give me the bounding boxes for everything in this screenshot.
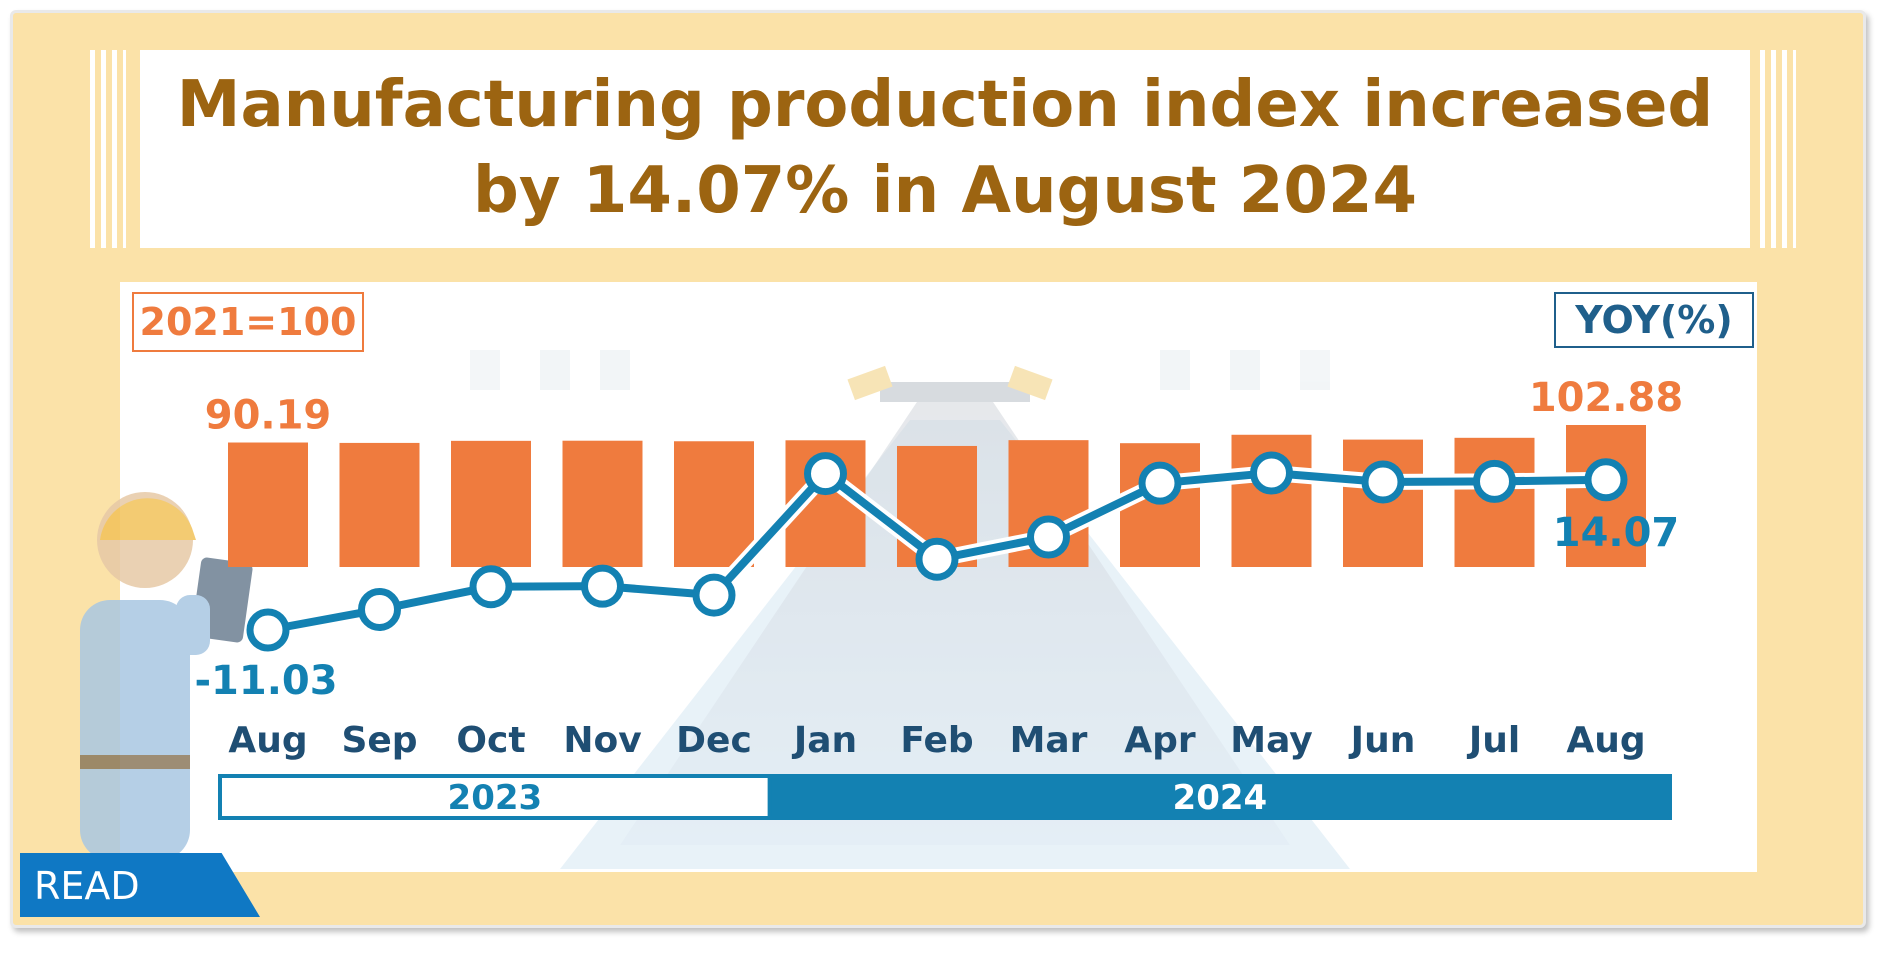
yoy-point-6: [915, 537, 959, 581]
bar-oct-2: [451, 440, 531, 567]
month-label-8: Apr: [1124, 720, 1196, 761]
month-label-7: Mar: [1010, 720, 1088, 761]
yoy-value-label-12: 14.07: [1553, 510, 1680, 556]
yoy-point-7: [1027, 515, 1070, 559]
yoy-point-11: [1473, 459, 1516, 503]
year-axis: 2023 2024: [218, 774, 1672, 820]
month-label-12: Aug: [1566, 720, 1645, 761]
yoy-point-10: [1361, 460, 1405, 504]
yoy-point-5: [804, 452, 847, 496]
month-label-11: Jul: [1466, 720, 1520, 761]
page-title: Manufacturing production index increased…: [140, 62, 1750, 234]
factory-background: [470, 350, 1350, 869]
month-label-4: Dec: [676, 720, 752, 761]
month-label-6: Feb: [900, 720, 973, 761]
yoy-value-label-0: -11.03: [194, 658, 337, 704]
yoy-point-0: [246, 608, 290, 652]
index-base-label: 2021=100: [132, 292, 364, 352]
bar-nov-3: [562, 440, 643, 567]
bar-aug-0: [228, 442, 308, 567]
year-label-2023: 2023: [448, 778, 543, 818]
read-label[interactable]: READ: [34, 864, 140, 908]
read-badge[interactable]: [20, 853, 260, 917]
yoy-point-1: [358, 587, 401, 631]
yoy-point-3: [581, 564, 624, 608]
bar-sep-1: [339, 442, 420, 567]
data-labels: 90.19 102.88 -11.03 14.07: [194, 375, 1683, 704]
worker-illustration: [80, 492, 253, 860]
yoy-point-2: [469, 565, 513, 609]
month-label-2: Oct: [456, 720, 525, 761]
title-box: [140, 50, 1750, 248]
title-line-1: Manufacturing production index increased: [176, 68, 1714, 142]
month-label-1: Sep: [341, 720, 417, 761]
title-decoration-right: [1760, 50, 1796, 248]
line-series: [246, 451, 1628, 652]
month-label-5: Jan: [791, 720, 857, 761]
title-decoration-left: [90, 50, 126, 248]
month-label-3: Nov: [563, 720, 641, 761]
bar-value-label-12: 102.88: [1529, 375, 1683, 421]
month-axis: Aug Sep Oct Nov Dec Jan Feb Mar Apr May Jun Jul Aug: [228, 720, 1645, 761]
bar-dec-4: [674, 441, 754, 567]
bar-value-label-0: 90.19: [205, 393, 332, 439]
yoy-unit-label: YOY(%): [1554, 292, 1754, 348]
yoy-point-8: [1138, 461, 1182, 505]
title-line-2: by 14.07% in August 2024: [473, 154, 1417, 228]
yoy-point-4: [692, 573, 736, 617]
month-label-9: May: [1230, 720, 1312, 761]
month-label-10: Jun: [1348, 720, 1416, 761]
year-label-2024: 2024: [1173, 778, 1268, 818]
year-band-2024: [767, 774, 1672, 820]
month-label-0: Aug: [228, 720, 307, 761]
yoy-point-12: [1584, 458, 1628, 502]
yoy-point-9: [1250, 451, 1293, 495]
